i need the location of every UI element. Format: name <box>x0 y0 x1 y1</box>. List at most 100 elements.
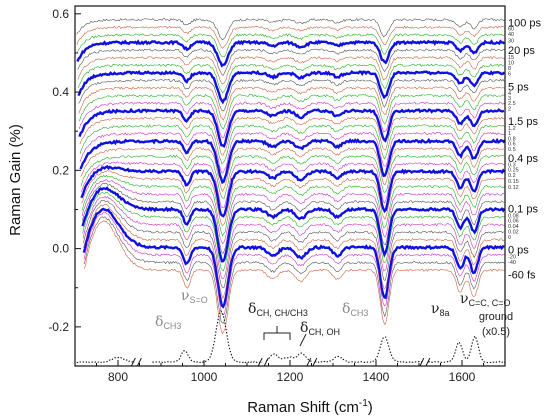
y-tick-label-0.6: 0.6 <box>52 7 69 21</box>
delay-label-21: 0.3 <box>508 162 516 168</box>
delay-label-26: 0.1 ps <box>508 204 538 216</box>
y-tick-label-0.0: 0.0 <box>52 242 69 256</box>
delay-label-10: 4 <box>508 91 511 97</box>
spectrum-line-9 <box>78 86 505 121</box>
spectrum-line-1 <box>76 25 504 49</box>
spectrum-line-31 <box>83 211 505 316</box>
axis-break-mark-3 <box>419 357 431 367</box>
y-tick-label-0.4: 0.4 <box>52 85 69 99</box>
spectrum-line-4 <box>77 48 505 76</box>
y-tick-labels: -0.2 0.0 0.2 0.4 0.6 <box>48 7 69 334</box>
delay-label-22: 0.25 <box>508 168 519 174</box>
delay-label-1: 60 <box>508 27 514 33</box>
annotation-layer: νS=O δCH3 δCH, CH/CH3 δCH, OH δCH3 ν8a ν… <box>155 288 513 347</box>
spectrum-line-3 <box>76 39 506 68</box>
delay-label-14: 1.5 ps <box>508 116 538 128</box>
delay-label-5: 15 <box>508 55 514 61</box>
spectrum-line-14 <box>79 124 505 165</box>
delay-label-33: -20 <box>508 254 516 260</box>
delay-label-23: 0.2 <box>508 173 516 179</box>
spectrum-line-26 <box>82 191 505 272</box>
spectrum-line-25 <box>81 186 506 263</box>
annotation-nu-8a: ν8a <box>431 301 450 318</box>
spectrum-line-23 <box>81 179 504 245</box>
ground-segment-2 <box>266 352 312 363</box>
annotation-ground: ground <box>479 311 513 323</box>
spectrum-line-33 <box>84 220 506 335</box>
delay-label-17: 0.8 <box>508 136 516 142</box>
x-axis-title: Raman Shift (cm-1) <box>247 398 373 416</box>
x-tick-label-1600: 1600 <box>449 370 476 384</box>
spectrum-line-27 <box>82 195 505 280</box>
annotation-delta-ch3-left: δCH3 <box>155 314 181 331</box>
spectrum-line-2 <box>76 33 505 58</box>
delay-label-28: 0.06 <box>508 218 519 224</box>
axis-break-mark-1 <box>257 357 269 367</box>
delay-label-25: 0.12 <box>508 185 519 191</box>
delay-label-2: 40 <box>508 32 514 38</box>
annotation-delta-ch-oh: δCH, OH <box>300 320 340 337</box>
spectrum-line-8 <box>78 78 505 112</box>
spectrum-line-28 <box>83 199 505 289</box>
delay-label-16: 1 <box>508 131 511 137</box>
spectrum-line-15 <box>79 131 505 174</box>
ground-segment-3 <box>314 336 424 364</box>
axis-break-mark-0 <box>130 357 142 367</box>
delay-label-7: 8 <box>508 66 511 72</box>
delay-label-4: 20 ps <box>508 45 535 57</box>
pointer-delta-ch-oh <box>299 333 307 347</box>
spectrum-line-5 <box>77 55 505 85</box>
spectrum-line-0 <box>76 18 506 41</box>
delay-label-3: 30 <box>508 38 514 44</box>
spectra-group <box>76 18 506 335</box>
y-tick-label-0.2: 0.2 <box>52 163 69 177</box>
spectrum-line-19 <box>80 161 505 208</box>
ground-segment-1 <box>152 309 263 364</box>
annotation-delta-ch3-right: δCH3 <box>342 301 368 318</box>
spectrum-line-17 <box>80 147 504 193</box>
axes-group <box>74 5 506 367</box>
y-tick-label--0.2: -0.2 <box>48 320 69 334</box>
spectrum-line-10 <box>78 93 505 130</box>
spectrum-line-18 <box>80 154 505 199</box>
delay-label-15: 1.2 <box>508 126 516 132</box>
annotation-nu-so: νS=O <box>181 288 208 305</box>
delay-label-8: 6 <box>508 72 511 78</box>
x-tick-label-1200: 1200 <box>277 370 304 384</box>
delay-label-11: 3 <box>508 96 511 102</box>
ground-segment-0 <box>76 356 135 364</box>
delay-label-6: 10 <box>508 60 514 66</box>
annotation-delta-ch-ch: δCH, CH/CH3 <box>248 301 308 318</box>
spectrum-line-30 <box>82 207 505 309</box>
annotation-nu-cc: νC=C, C=O <box>460 291 511 308</box>
ground-segment-4 <box>428 334 505 364</box>
spectrum-line-20 <box>80 164 506 218</box>
delay-label-34: -40 <box>508 260 516 266</box>
spectrum-line-22 <box>81 174 506 237</box>
delay-label-20: 0.4 ps <box>508 153 538 165</box>
delay-label-24: 0.15 <box>508 179 519 185</box>
spectrum-line-21 <box>81 170 505 227</box>
bracket-delta-ch <box>263 326 291 340</box>
delay-label-0: 100 ps <box>508 17 542 29</box>
spectrum-line-11 <box>79 101 506 139</box>
delay-label-31: 0 <box>508 235 511 241</box>
delay-label-27: 0.08 <box>508 213 519 219</box>
delay-label-19: 0.5 <box>508 147 516 153</box>
delay-label-13: 2 <box>508 107 511 113</box>
spectrum-line-16 <box>79 137 506 185</box>
x-tick-label-1000: 1000 <box>191 370 218 384</box>
ground-state-spectrum <box>76 309 505 367</box>
y-axis-title: Raman Gain (%) <box>7 124 24 236</box>
x-tick-label-800: 800 <box>108 370 128 384</box>
delay-label-18: 0.6 <box>508 142 516 148</box>
delay-label-29: 0.04 <box>508 224 519 230</box>
delay-label-9: 5 ps <box>508 82 529 94</box>
annotation-scale: (x0.5) <box>482 326 510 338</box>
spectrum-line-12 <box>78 107 505 148</box>
x-tick-label-1400: 1400 <box>363 370 390 384</box>
delay-label-12: 2.5 <box>508 101 516 107</box>
delay-label-30: 0.02 <box>508 229 519 235</box>
